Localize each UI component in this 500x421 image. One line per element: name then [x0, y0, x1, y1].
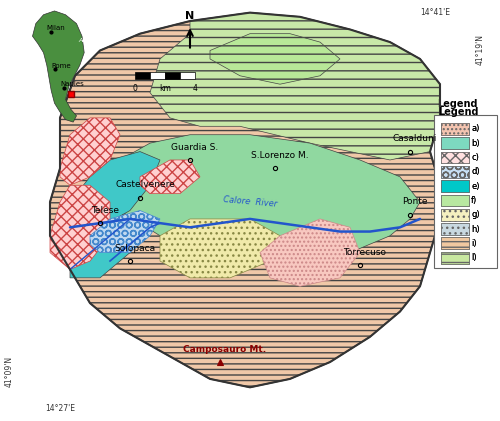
Text: 0: 0	[132, 84, 138, 93]
Bar	[441, 137, 468, 149]
Bar	[441, 180, 468, 192]
Bar	[441, 209, 468, 221]
Bar	[441, 252, 468, 264]
Text: Adriatic
Sea: Adriatic Sea	[78, 38, 103, 49]
Text: 4: 4	[192, 84, 198, 93]
Polygon shape	[50, 13, 440, 387]
Text: 14°41'E: 14°41'E	[420, 8, 450, 17]
Text: 41°19'N: 41°19'N	[476, 34, 485, 65]
Text: f): f)	[471, 196, 478, 205]
Text: b): b)	[471, 139, 480, 148]
Text: Castelvenere: Castelvenere	[115, 181, 175, 189]
Polygon shape	[140, 160, 200, 194]
Text: N: N	[186, 11, 194, 21]
Bar	[441, 252, 468, 264]
Text: Ponte: Ponte	[402, 197, 428, 206]
Bar	[441, 123, 468, 135]
Text: km: km	[159, 84, 171, 93]
Text: Tyrrhenian
Sea: Tyrrhenian Sea	[8, 85, 42, 96]
Text: Milan: Milan	[47, 25, 66, 31]
Text: l): l)	[471, 253, 476, 262]
Text: Legend: Legend	[438, 107, 478, 117]
Text: b): b)	[471, 139, 480, 148]
Polygon shape	[70, 152, 160, 227]
Text: c): c)	[471, 153, 479, 162]
Bar	[441, 166, 468, 178]
Bar	[441, 166, 468, 178]
Polygon shape	[90, 210, 160, 253]
Text: 41°09'N: 41°09'N	[5, 356, 14, 387]
Text: Calore  River: Calore River	[222, 195, 278, 209]
Polygon shape	[60, 118, 120, 185]
Text: d): d)	[471, 167, 480, 176]
Text: h): h)	[471, 224, 480, 234]
Polygon shape	[50, 185, 110, 269]
Bar	[441, 137, 468, 149]
Text: Rome: Rome	[51, 63, 71, 69]
Text: Naples: Naples	[60, 81, 84, 87]
Text: d): d)	[471, 167, 480, 176]
Polygon shape	[260, 219, 360, 286]
Text: f): f)	[471, 196, 478, 205]
Polygon shape	[90, 135, 420, 261]
Bar	[441, 237, 468, 249]
Bar	[180, 72, 195, 79]
Text: h): h)	[471, 224, 480, 234]
Text: Guardia S.: Guardia S.	[172, 143, 218, 152]
Text: Casalduni: Casalduni	[393, 134, 437, 143]
Text: i): i)	[471, 239, 476, 248]
Text: g): g)	[471, 210, 480, 219]
Bar	[135, 72, 150, 79]
Bar	[441, 195, 468, 206]
Polygon shape	[160, 219, 280, 278]
Text: Telese: Telese	[91, 206, 119, 215]
Text: S.Lorenzo M.: S.Lorenzo M.	[251, 151, 309, 160]
Bar	[441, 223, 468, 235]
Text: a): a)	[471, 124, 480, 133]
Polygon shape	[32, 11, 84, 122]
Text: e): e)	[471, 181, 480, 191]
Text: g): g)	[471, 210, 480, 219]
Polygon shape	[150, 13, 440, 160]
Bar	[441, 195, 468, 206]
Bar	[441, 152, 468, 163]
Bar	[441, 152, 468, 163]
Bar	[441, 180, 468, 192]
Text: 14°27'E: 14°27'E	[45, 404, 75, 413]
Text: i): i)	[471, 239, 476, 248]
Text: Camposauro Mt.: Camposauro Mt.	[184, 345, 266, 354]
Bar	[150, 72, 165, 79]
Text: Legend: Legend	[437, 99, 478, 109]
Bar	[165, 72, 180, 79]
Bar	[434, 115, 496, 268]
Bar	[441, 237, 468, 249]
Polygon shape	[210, 34, 340, 84]
Text: Torrecuso: Torrecuso	[344, 248, 386, 257]
Text: e): e)	[471, 181, 480, 191]
Polygon shape	[70, 219, 140, 278]
Text: l): l)	[471, 253, 476, 262]
Bar	[441, 123, 468, 135]
Bar	[441, 223, 468, 235]
Text: c): c)	[471, 153, 479, 162]
Bar	[441, 209, 468, 221]
Text: Solopaca: Solopaca	[114, 244, 156, 253]
Text: a): a)	[471, 124, 480, 133]
